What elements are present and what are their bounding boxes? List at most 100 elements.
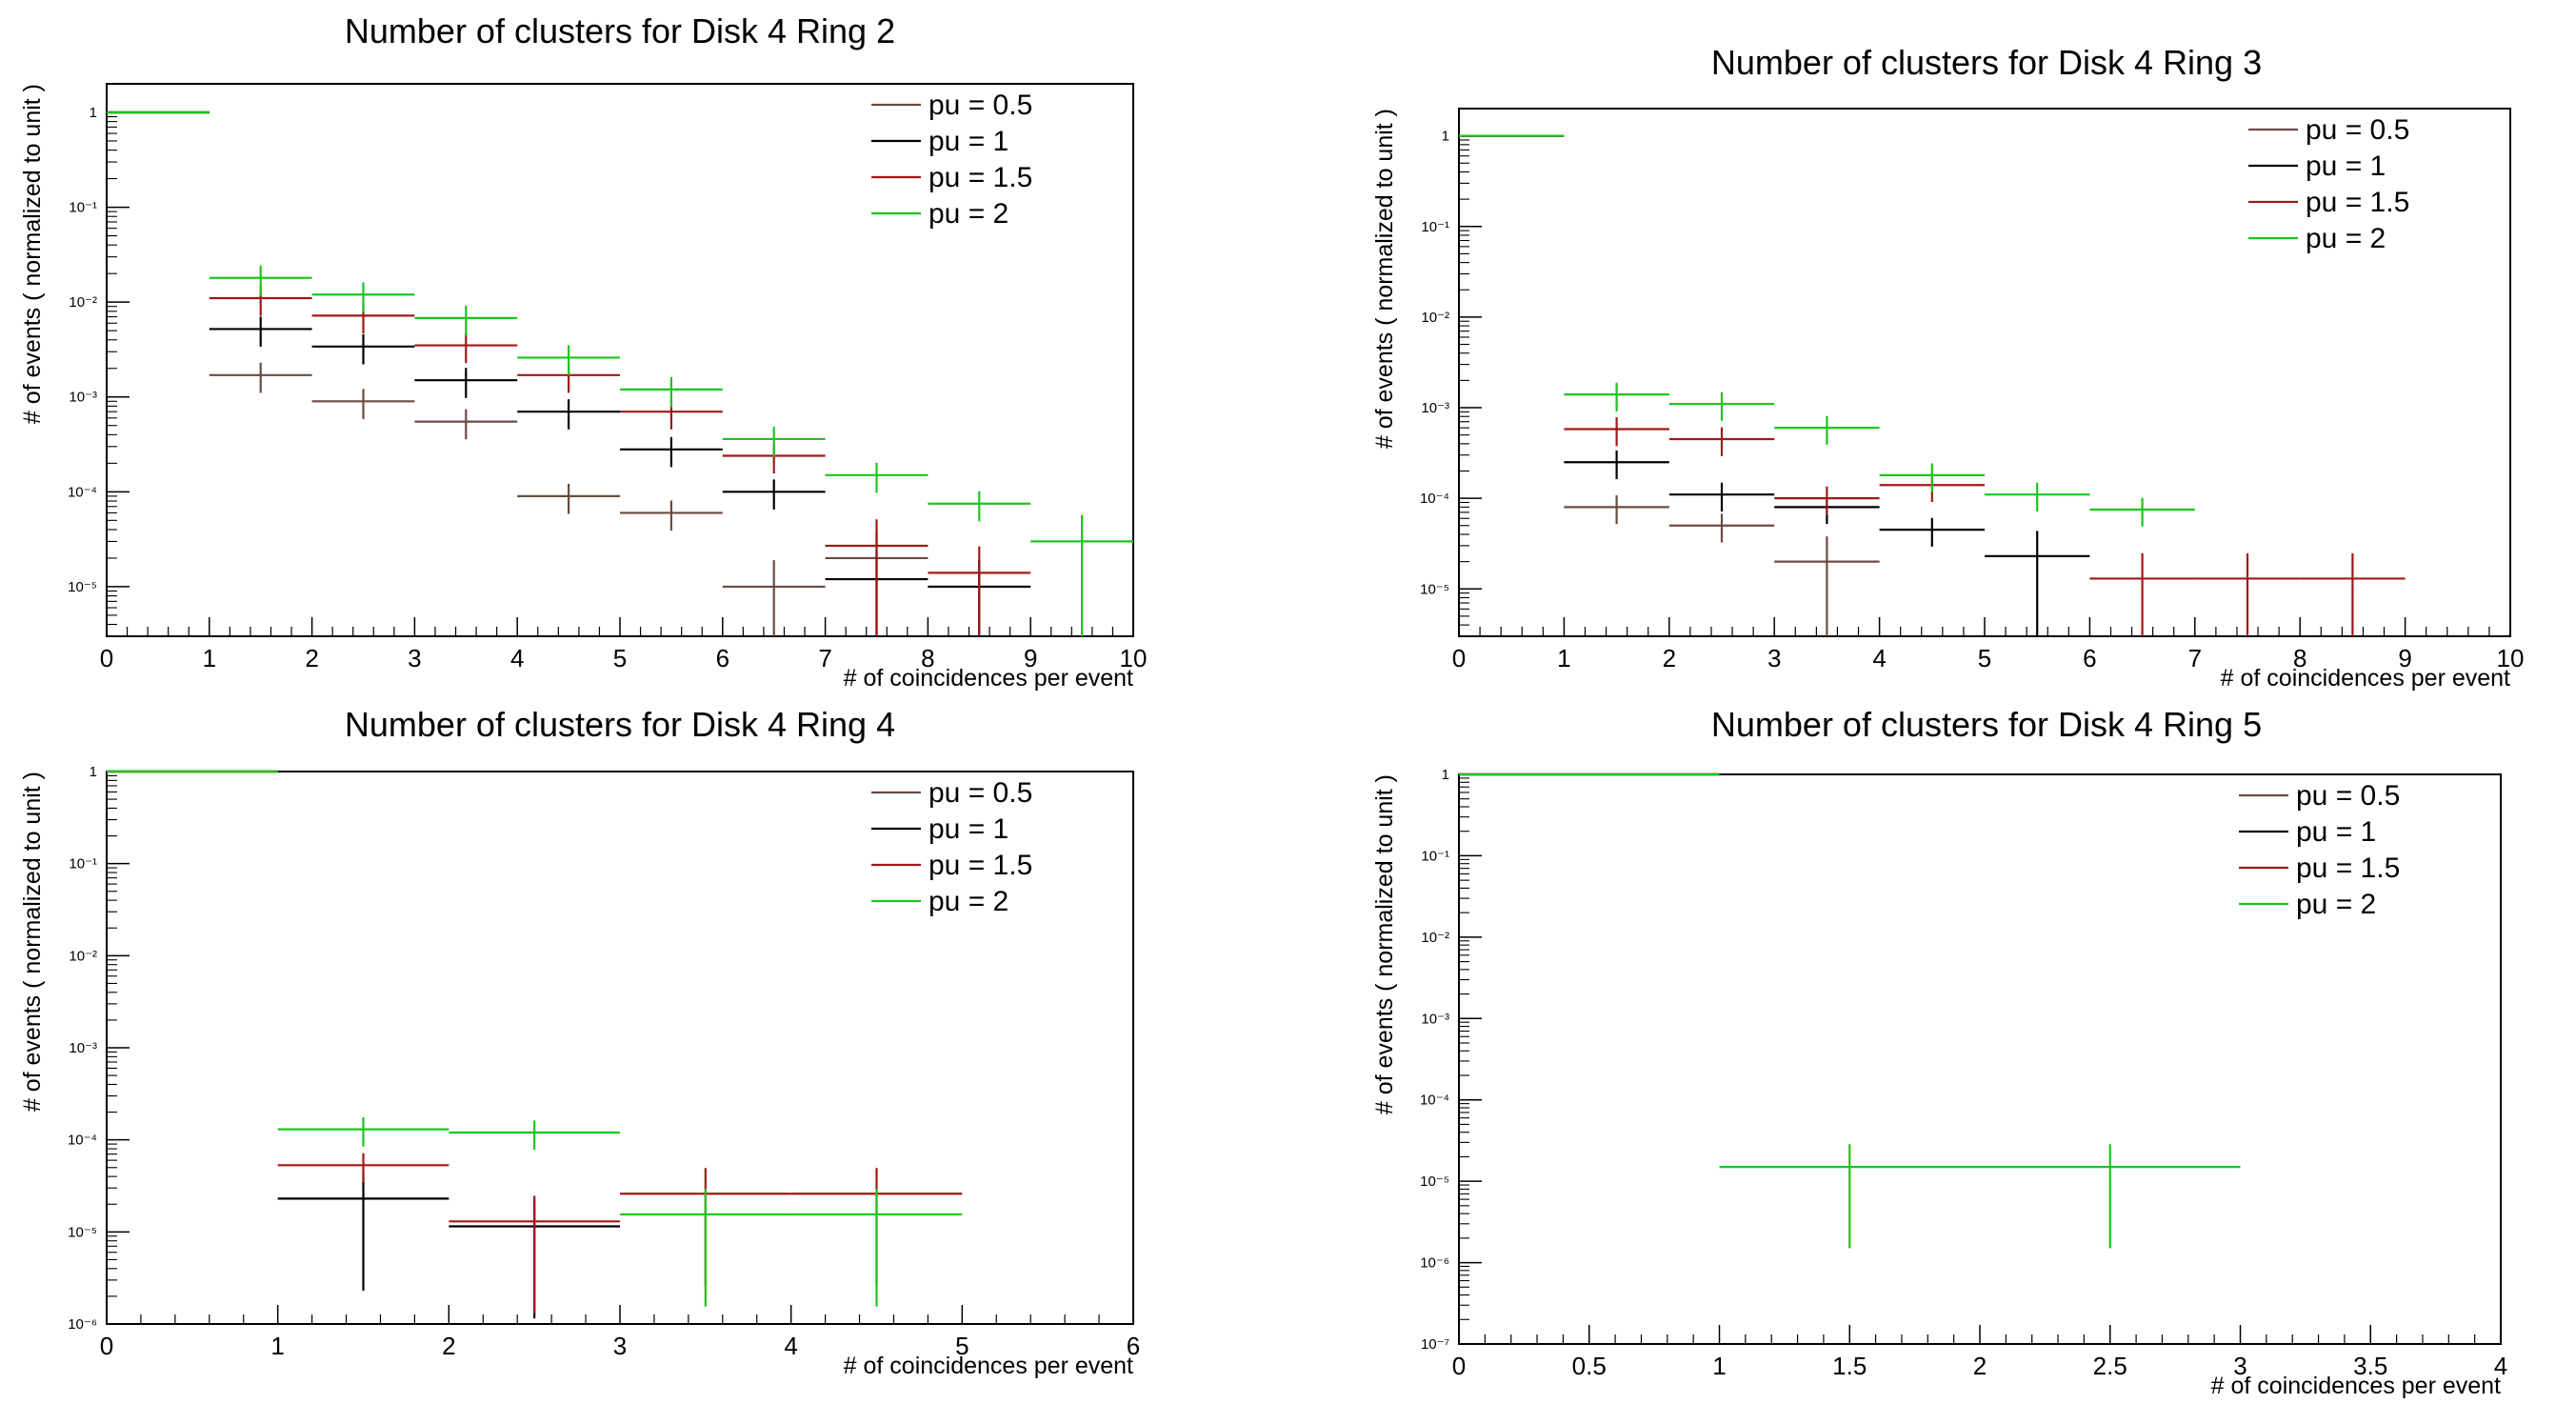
x-tick-label: 0 [1452,644,1466,672]
x-tick-label: 6 [2083,644,2096,672]
x-tick-label: 10 [2497,644,2525,672]
x-tick-label: 5 [955,1332,968,1360]
chart-panel-1: Number of clusters for Disk 4 Ring 2 0 1 2 3… [19,11,1147,692]
chart-title: Number of clusters for Disk 4 Ring 3 [1711,43,2262,82]
series-pu-2 [107,110,1133,636]
y-tick-label: 10⁻² [1421,930,1449,946]
x-tick-label: 9 [2398,644,2411,672]
x-tick-label: 2 [1663,644,1676,672]
series-pu-1-5 [1459,134,2406,636]
x-tick-label: 8 [2293,644,2306,672]
x-tick-label: 8 [921,644,934,672]
series-pu-0-5 [1459,134,1880,636]
x-tick-label: 5 [613,644,627,672]
legend-entry: pu = 2 [929,886,1008,917]
legend-entry: pu = 0.5 [929,777,1032,809]
y-tick-label: 10⁻² [69,294,97,311]
y-tick-label: 10⁻³ [69,390,97,406]
chart-panel-2: Number of clusters for Disk 4 Ring 3 0 1 2 3… [1371,43,2524,692]
x-tick-label: 3 [1767,644,1781,672]
x-tick-label: 0 [1452,1352,1466,1380]
x-tick-label: 1 [1712,1352,1726,1380]
x-tick-label: 10 [1120,644,1148,672]
y-axis-label: # of events ( normalized to unit ) [19,772,46,1112]
series-pu-2 [1459,134,2195,527]
chart-title: Number of clusters for Disk 4 Ring 4 [345,705,895,744]
x-tick-label: 3 [613,1332,627,1360]
x-tick-label: 2 [1973,1352,1987,1380]
legend-entry: pu = 1 [929,126,1008,157]
y-axis-label: # of events ( normalized to unit ) [19,84,46,424]
y-tick-label: 10⁻¹ [1421,219,1449,235]
x-tick-label: 4 [510,644,524,672]
y-tick-label: 1 [1442,767,1449,783]
y-tick-label: 10⁻⁶ [68,1316,97,1333]
legend-entry: pu = 1 [2306,150,2386,182]
y-tick-label: 10⁻³ [1421,1011,1449,1027]
y-tick-label: 1 [90,764,97,780]
legend-entry: pu = 2 [929,198,1008,230]
chart-title: Number of clusters for Disk 4 Ring 2 [345,11,895,50]
y-tick-label: 10⁻⁷ [1421,1336,1449,1353]
series-pu-2 [107,770,963,1307]
x-tick-label: 0.5 [1572,1352,1607,1380]
x-tick-label: 2 [442,1332,455,1360]
x-tick-label: 6 [716,644,729,672]
x-tick-label: 3.5 [2353,1352,2387,1380]
chart-panel-3: Number of clusters for Disk 4 Ring 4 0 1 2 3… [19,705,1140,1379]
y-tick-label: 10⁻² [1421,310,1449,326]
y-tick-label: 10⁻⁵ [1420,1173,1449,1190]
x-axis-label: # of coincidences per event [2211,1373,2501,1399]
legend-entry: pu = 0.5 [2306,114,2409,146]
y-tick-label: 10⁻⁴ [68,1133,97,1149]
series-pu-1 [1459,134,2090,636]
y-tick-label: 10⁻⁴ [1420,1093,1449,1109]
y-tick-label: 10⁻¹ [69,200,97,216]
x-tick-label: 0 [100,644,113,672]
series-pu-1-5 [107,770,963,1314]
legend-entry: pu = 0.5 [929,90,1032,121]
x-tick-label: 2 [305,644,318,672]
y-tick-label: 10⁻³ [69,1040,97,1056]
series-pu-1-5 [107,110,1031,636]
x-tick-label: 1 [203,644,216,672]
y-tick-label: 1 [1442,129,1449,145]
legend-entry: pu = 1 [929,813,1008,845]
y-axis-label: # of events ( normalized to unit ) [1371,774,1398,1114]
chart-title: Number of clusters for Disk 4 Ring 5 [1711,705,2262,744]
x-tick-label: 4 [1872,644,1886,672]
x-tick-label: 4 [2494,1352,2507,1380]
y-tick-label: 10⁻¹ [1421,848,1449,864]
y-tick-label: 10⁻⁴ [1420,491,1449,507]
x-tick-label: 0 [100,1332,113,1360]
x-tick-label: 2.5 [2093,1352,2127,1380]
y-tick-label: 10⁻⁵ [68,579,97,595]
x-axis-label: # of coincidences per event [844,1353,1133,1379]
legend-entry: pu = 2 [2296,889,2376,920]
y-axis-label: # of events ( normalized to unit ) [1371,109,1398,449]
legend-entry: pu = 1.5 [2306,187,2409,218]
y-tick-label: 10⁻¹ [69,856,97,872]
legend-entry: pu = 0.5 [2296,780,2400,812]
y-tick-label: 10⁻³ [1421,400,1449,416]
legend-entry: pu = 2 [2306,223,2386,254]
x-tick-label: 9 [1024,644,1037,672]
x-tick-label: 7 [2188,644,2202,672]
x-tick-label: 4 [784,1332,797,1360]
x-axis-label: # of coincidences per event [844,665,1133,692]
x-axis-label: # of coincidences per event [2221,665,2510,692]
series-pu-2 [1459,772,2241,1249]
legend-entry: pu = 1.5 [929,850,1032,881]
legend-entry: pu = 1.5 [2296,852,2400,884]
x-tick-label: 1 [1557,644,1570,672]
y-tick-label: 1 [90,105,97,121]
x-tick-label: 3 [2233,1352,2247,1380]
x-tick-label: 3 [408,644,421,672]
series-pu-1 [107,770,620,1319]
y-tick-label: 10⁻⁶ [1420,1255,1449,1272]
x-tick-label: 1.5 [1832,1352,1867,1380]
x-tick-label: 6 [1127,1332,1140,1360]
legend-entry: pu = 1.5 [929,162,1032,193]
y-tick-label: 10⁻⁴ [68,484,97,500]
